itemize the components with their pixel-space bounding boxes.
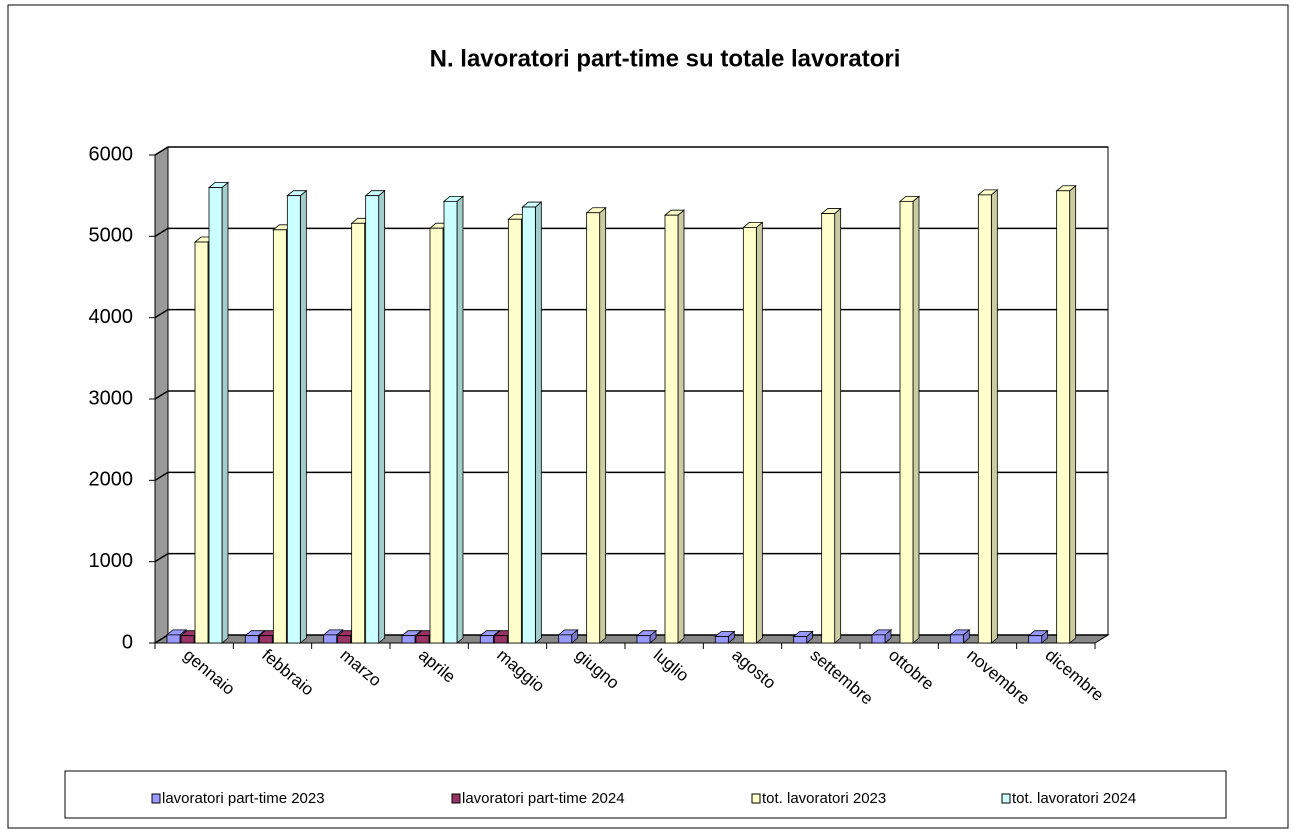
bar-side: [534, 201, 542, 644]
bar: [871, 634, 886, 644]
y-tick-label: 5000: [89, 225, 134, 247]
bar-side: [378, 189, 386, 644]
y-tick-label: 1000: [89, 550, 134, 572]
legend-swatch: [751, 793, 761, 804]
bar-side: [834, 207, 842, 644]
legend-label: tot. lavoratori 2023: [762, 790, 886, 807]
bar: [415, 635, 430, 644]
bar: [742, 226, 757, 644]
bar: [208, 187, 223, 644]
bar: [493, 635, 508, 644]
bar-side: [299, 189, 307, 644]
bar: [636, 635, 651, 644]
bar: [1028, 635, 1043, 644]
legend-label: lavoratori part-time 2023: [162, 790, 325, 807]
y-tick-label: 2000: [89, 469, 134, 491]
bar-side: [990, 188, 998, 644]
bar: [977, 194, 992, 644]
bar: [401, 635, 416, 644]
bar-side: [912, 195, 920, 644]
bar-side: [677, 209, 685, 644]
bar-side: [599, 206, 607, 644]
bar: [949, 634, 964, 644]
bar: [507, 218, 522, 644]
bar: [899, 200, 914, 644]
y-tick-label: 4000: [89, 306, 134, 328]
legend-label: tot. lavoratori 2024: [1012, 790, 1136, 807]
grid-line: [154, 471, 1108, 481]
grid-line: [154, 146, 1108, 156]
bar: [443, 200, 458, 644]
bar: [351, 222, 366, 644]
bar: [479, 635, 494, 644]
legend-swatch: [151, 793, 161, 804]
grid-line: [154, 308, 1108, 319]
y-tick-label: 0: [122, 631, 133, 653]
bar: [337, 635, 352, 644]
bar: [558, 634, 573, 644]
bar: [1056, 190, 1071, 644]
grid-line: [154, 227, 1108, 237]
bar: [194, 241, 209, 644]
bar: [180, 635, 195, 644]
bar-side: [1069, 184, 1077, 644]
legend-box: [64, 770, 1227, 819]
bar: [821, 213, 836, 644]
legend: lavoratori part-time 2023 lavoratori part…: [151, 790, 1136, 807]
bar: [714, 636, 729, 644]
legend-swatch: [1001, 793, 1011, 804]
bar: [793, 636, 808, 644]
legend-label: lavoratori part-time 2024: [462, 790, 625, 807]
bar: [365, 195, 380, 644]
chart-title: N. lavoratori part-time su totale lavora…: [430, 45, 901, 72]
bar: [286, 195, 301, 644]
grid-line: [154, 390, 1108, 400]
bar: [258, 635, 273, 644]
bar-side: [755, 221, 763, 644]
bar: [272, 229, 287, 644]
legend-swatch: [451, 793, 461, 804]
bar: [166, 634, 181, 644]
grid-line: [154, 552, 1108, 563]
bar: [323, 634, 338, 644]
bar: [429, 227, 444, 644]
bar: [586, 212, 601, 644]
y-tick-label: 3000: [89, 387, 134, 409]
bar: [244, 635, 259, 644]
bar-side: [221, 181, 229, 644]
bar: [521, 206, 536, 644]
bar-side: [456, 195, 464, 644]
bar: [664, 214, 679, 644]
y-tick-label: 6000: [89, 143, 134, 165]
